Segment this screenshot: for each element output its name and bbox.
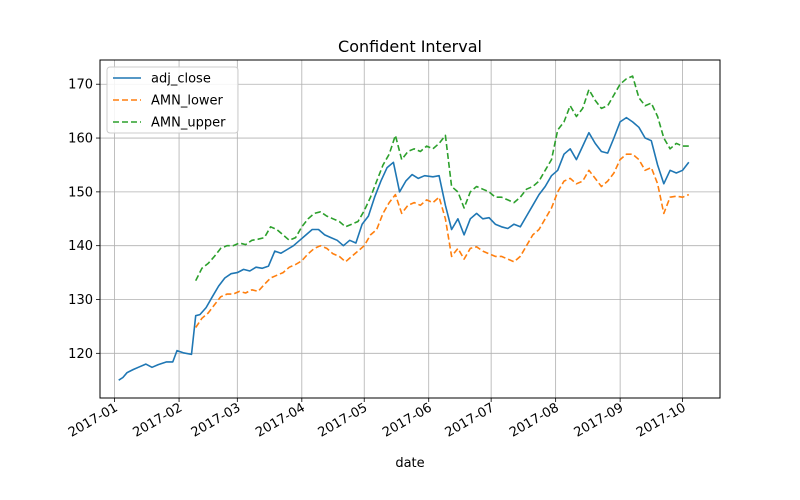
y-tick-label: 130 (68, 293, 93, 308)
plot-area-frame (99, 59, 721, 399)
x-tick-label: 2017-01 (66, 400, 121, 440)
y-tick-label: 170 (68, 78, 93, 93)
y-tick-label: 160 (68, 132, 93, 147)
y-tick-label: 140 (68, 239, 93, 254)
x-tick-label: 2017-05 (316, 400, 371, 440)
chart-title: Confident Interval (338, 37, 482, 56)
x-tick-label: 2017-04 (253, 400, 308, 440)
x-tick-label: 2017-02 (131, 400, 186, 440)
legend-box (106, 66, 239, 134)
x-tick-label: 2017-03 (189, 400, 244, 440)
series-line-amn-upper (194, 75, 689, 282)
legend: adj_close AMN_lower AMN_upper (106, 66, 239, 134)
x-axis-label: date (395, 456, 424, 471)
x-tick-label: 2017-06 (380, 400, 435, 440)
x-axis: 2017-01 2017-02 2017-03 2017-04 2017-05 2017-… (66, 398, 689, 441)
y-axis: 120 130 140 150 160 170 (68, 78, 100, 362)
legend-label-adj-close: adj_close (151, 72, 211, 87)
x-tick-label: 2017-09 (572, 400, 627, 440)
grid-lines (100, 60, 720, 398)
x-tick-label: 2017-07 (443, 400, 498, 440)
x-tick-label: 2017-10 (634, 400, 689, 440)
series-line-adj-close (118, 116, 690, 381)
legend-label-amn-lower: AMN_lower (151, 94, 224, 109)
x-tick-label: 2017-08 (507, 400, 562, 440)
y-tick-label: 120 (68, 347, 93, 362)
y-tick-label: 150 (68, 185, 93, 200)
series-line-amn-lower (195, 153, 690, 328)
legend-label-amn-upper: AMN_upper (151, 116, 226, 131)
series-lines (118, 75, 690, 381)
